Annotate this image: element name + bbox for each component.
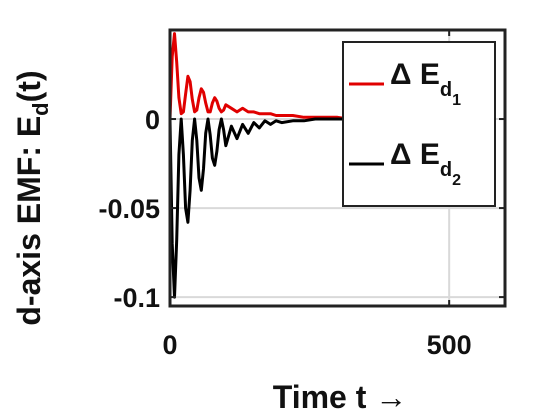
legend-box [342,41,496,207]
legend: Δ Ed1 Δ Ed2 [342,41,496,207]
y-axis-label: d-axis EMF: Ed(t) [11,70,53,325]
plot-frame [168,28,507,308]
y-tick-label-1: -0.05 [98,194,160,224]
series-layer [168,32,362,299]
legend-label-1: Δ Ed1 [390,58,461,109]
legend-label-2: Δ Ed2 [390,138,461,189]
series-line-2 [168,117,362,299]
x-tick-label-0: 0 [162,330,177,360]
x-axis-label: Time t → [273,379,408,415]
x-tick-label-1: 500 [427,330,472,360]
series-line-1 [168,32,362,121]
y-tick-label-2: 0 [145,105,160,135]
ticks: 0 500 -0.1 -0.05 0 [98,30,505,360]
y-tick-label-0: -0.1 [113,283,160,313]
